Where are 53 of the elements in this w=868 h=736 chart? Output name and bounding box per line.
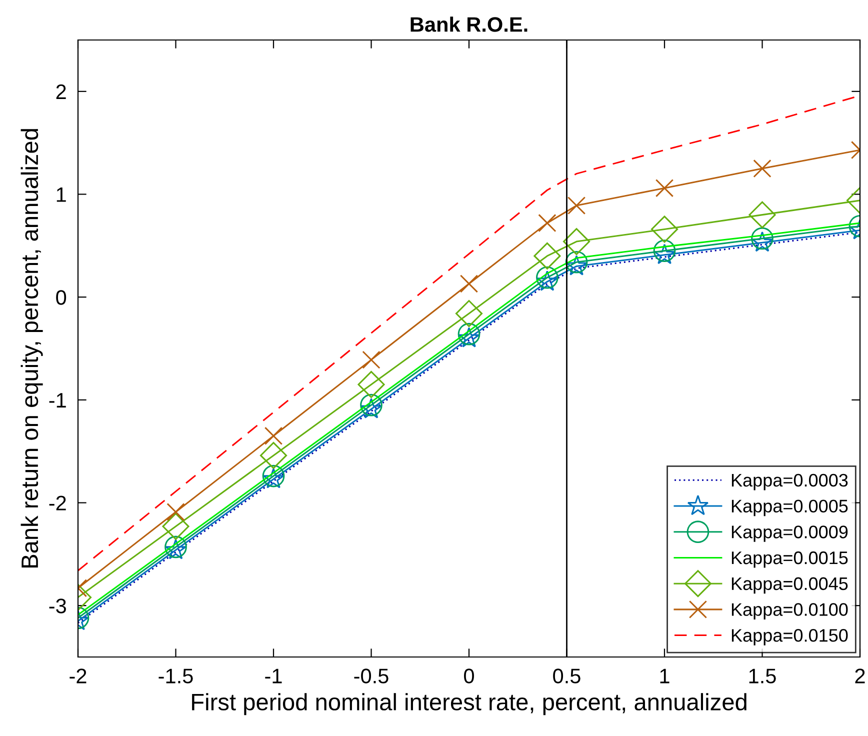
point (458, 322, 480, 346)
point (752, 231, 773, 252)
point (562, 228, 590, 256)
point (360, 398, 382, 418)
legend-label: Kappa=0.0009 (732, 526, 848, 542)
point (748, 201, 776, 228)
point (654, 244, 676, 264)
x-tick-label: -0.5 (354, 668, 388, 684)
y-tick-label: -2 (49, 496, 66, 510)
point (650, 216, 678, 243)
y-tick-label: 0 (56, 290, 66, 305)
point (458, 327, 480, 348)
point (362, 350, 380, 369)
legend-label: Kappa=0.0150 (732, 629, 848, 646)
x-tick-label: 2 (855, 668, 865, 684)
chart-title: Bank R.O.E. (410, 16, 528, 32)
x-tick-label: -1.5 (158, 668, 193, 684)
y-tick-label: 2 (56, 84, 66, 99)
legend-label: Kappa=0.0100 (732, 603, 848, 620)
legend-label: Kappa=0.0003 (732, 474, 848, 490)
legend-label: Kappa=0.0005 (732, 500, 848, 516)
x-axis-title: First period nominal interest rate, percent, annualized (192, 693, 746, 716)
point (534, 242, 561, 270)
x-tick-label: -1 (265, 668, 282, 684)
x-tick-label: 1.5 (749, 668, 776, 684)
point (753, 159, 772, 178)
point (166, 502, 185, 522)
point (264, 426, 283, 446)
x-tick-label: 0.5 (553, 668, 580, 684)
legend-label: Kappa=0.0045 (732, 577, 848, 594)
point (460, 274, 478, 293)
y-tick-label: 1 (56, 187, 66, 202)
point (655, 178, 674, 198)
x-tick-label: 0 (464, 668, 474, 684)
x-tick-label: 1 (660, 668, 670, 684)
point (358, 370, 385, 398)
point (567, 196, 586, 215)
point (360, 394, 382, 416)
point (260, 442, 288, 469)
point (536, 270, 558, 291)
point (566, 255, 588, 276)
point (538, 214, 556, 232)
point (455, 300, 483, 328)
x-tick-label: -2 (70, 668, 86, 684)
y-axis-title: Bank return on equity, percent, annualized (20, 129, 43, 568)
y-tick-label: -3 (49, 598, 66, 614)
y-tick-label: -1 (49, 393, 66, 408)
point (162, 512, 190, 540)
legend-label: Kappa=0.0015 (732, 551, 848, 568)
point (751, 227, 774, 250)
point (565, 250, 588, 274)
point (653, 240, 676, 262)
point (536, 266, 558, 289)
